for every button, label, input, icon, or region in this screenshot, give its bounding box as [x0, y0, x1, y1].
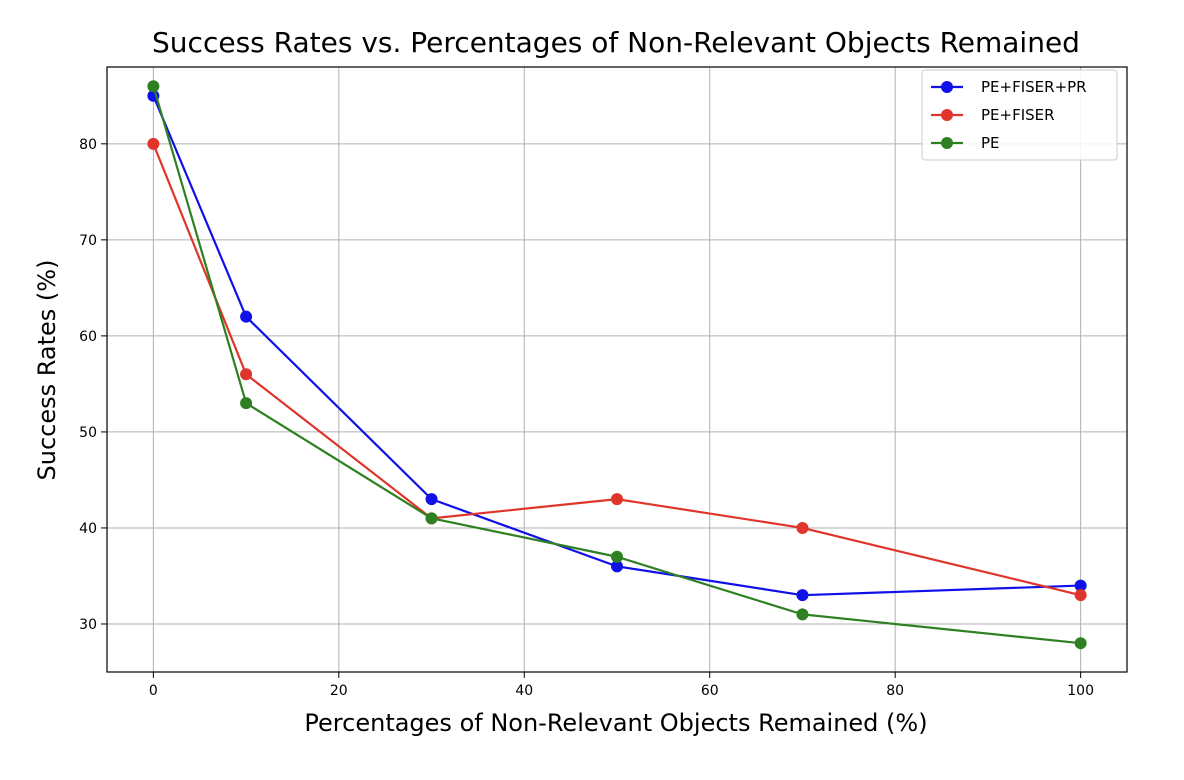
x-tick-label: 80	[886, 683, 904, 699]
data-point	[1074, 637, 1087, 650]
series-line-0	[152, 95, 1081, 597]
chart-title: Success Rates vs. Percentages of Non-Rel…	[152, 26, 1080, 59]
legend-label-1: PE+FISER	[981, 106, 1055, 124]
y-tick-label: 70	[79, 233, 97, 249]
x-tick-label: 60	[701, 683, 719, 699]
x-tick-label: 100	[1067, 683, 1094, 699]
series-line-2	[152, 85, 1081, 645]
x-tick-label: 40	[515, 683, 533, 699]
x-axis-label: Percentages of Non-Relevant Objects Rema…	[304, 709, 927, 737]
plot-frame	[106, 66, 1128, 673]
legend-label-0: PE+FISER+PR	[981, 78, 1087, 96]
legend-marker-0	[941, 81, 953, 93]
series-line-1	[152, 143, 1081, 597]
y-tick-label: 40	[79, 521, 97, 537]
y-tick-label: 30	[79, 617, 97, 633]
data-point	[240, 397, 253, 410]
data-point	[796, 608, 809, 621]
data-point	[425, 493, 438, 506]
data-point	[611, 550, 623, 563]
data-point	[147, 137, 160, 150]
x-tick-label: 20	[330, 683, 348, 699]
legend-marker-2	[941, 137, 953, 149]
data-point	[796, 521, 809, 534]
data-point	[425, 512, 438, 525]
data-point	[240, 310, 253, 323]
y-tick-label: 50	[79, 425, 97, 441]
data-point	[1074, 589, 1087, 602]
data-point	[1074, 579, 1087, 592]
legend: PE+FISER+PR PE+FISER PE	[921, 69, 1118, 161]
data-point	[611, 493, 623, 506]
grid	[107, 67, 1127, 672]
data-point	[147, 80, 160, 93]
legend-marker-1	[941, 109, 953, 121]
y-tick-label: 60	[79, 329, 97, 345]
y-axis-label: Success Rates (%)	[33, 260, 61, 481]
legend-label-2: PE	[981, 134, 1000, 152]
data-point	[611, 560, 623, 573]
legend-box	[921, 69, 1118, 161]
y-tick-label: 80	[79, 137, 97, 153]
ticks: 0 20 40 60 80 100 30 40 50 60 70 80	[79, 137, 1094, 699]
series-layer	[147, 80, 1087, 650]
data-point	[796, 589, 809, 602]
x-tick-label: 0	[149, 683, 158, 699]
data-point	[240, 368, 253, 381]
